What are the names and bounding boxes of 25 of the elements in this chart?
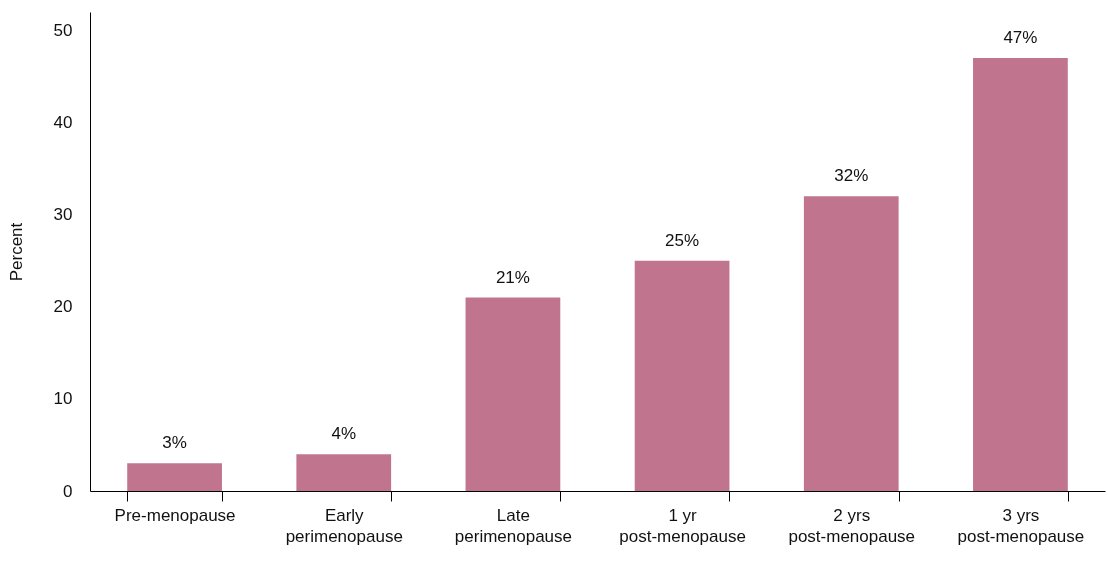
bar xyxy=(127,463,222,491)
data-label: 32% xyxy=(834,166,869,186)
data-label: 21% xyxy=(495,267,530,287)
x-tick-label: Pre-menopause xyxy=(114,505,236,525)
y-tick-label: 30 xyxy=(53,205,73,225)
bar xyxy=(973,58,1068,491)
x-tick-label: Late perimenopause xyxy=(454,505,573,546)
y-tick-label: 0 xyxy=(63,481,73,501)
y-tick-label: 10 xyxy=(53,389,73,409)
y-tick-label: 20 xyxy=(53,297,73,317)
bar xyxy=(803,196,899,491)
data-label: 3% xyxy=(162,433,187,453)
x-tick-label: Early perimenopause xyxy=(285,505,403,546)
y-tick-label: 50 xyxy=(53,20,73,40)
y-axis-title: Percent xyxy=(6,222,26,282)
x-tick-label: 2 yrs post-menopause xyxy=(788,505,916,546)
x-tick-label: 1 yr post-menopause xyxy=(619,505,746,546)
bar xyxy=(465,297,561,491)
bar xyxy=(296,454,392,491)
data-label: 25% xyxy=(665,230,700,250)
bar xyxy=(634,260,730,491)
data-label: 47% xyxy=(1003,28,1038,48)
data-label: 4% xyxy=(331,424,357,444)
x-tick-label: 3 yrs post-menopause xyxy=(957,505,1085,546)
y-tick-label: 40 xyxy=(53,113,73,133)
